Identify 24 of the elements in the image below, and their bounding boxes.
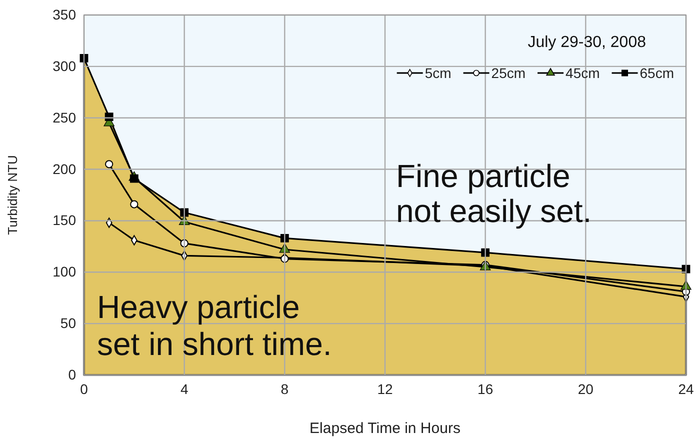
- x-tick-label: 12: [377, 380, 393, 397]
- legend-label: 45cm: [566, 65, 600, 81]
- y-axis-title: Turbidity NTU: [5, 155, 20, 235]
- x-tick-label: 16: [478, 380, 494, 397]
- y-tick-label: 200: [52, 160, 76, 177]
- x-tick-label: 8: [280, 380, 289, 397]
- x-tick-label: 24: [678, 380, 694, 397]
- y-tick-label: 250: [52, 109, 76, 126]
- y-tick-label: 50: [60, 315, 76, 332]
- x-axis-title: Elapsed Time in Hours: [310, 420, 460, 437]
- annotation: July 29-30, 2008: [528, 34, 646, 51]
- y-tick-label: 0: [68, 366, 76, 382]
- legend-label: 25cm: [491, 65, 526, 81]
- x-tick-label: 0: [80, 380, 88, 397]
- annotation: Heavy particle set in short time.: [97, 289, 332, 362]
- legend-label: 65cm: [640, 65, 674, 81]
- x-tick-label: 20: [578, 380, 594, 397]
- legend-label: 5cm: [424, 65, 452, 81]
- annotation: Fine particle not easily set.: [396, 158, 592, 229]
- y-tick-label: 350: [52, 6, 76, 22]
- y-tick-label: 150: [52, 212, 76, 228]
- x-tick-label: 4: [180, 380, 188, 397]
- y-tick-label: 100: [52, 264, 76, 280]
- y-tick-label: 300: [52, 58, 76, 74]
